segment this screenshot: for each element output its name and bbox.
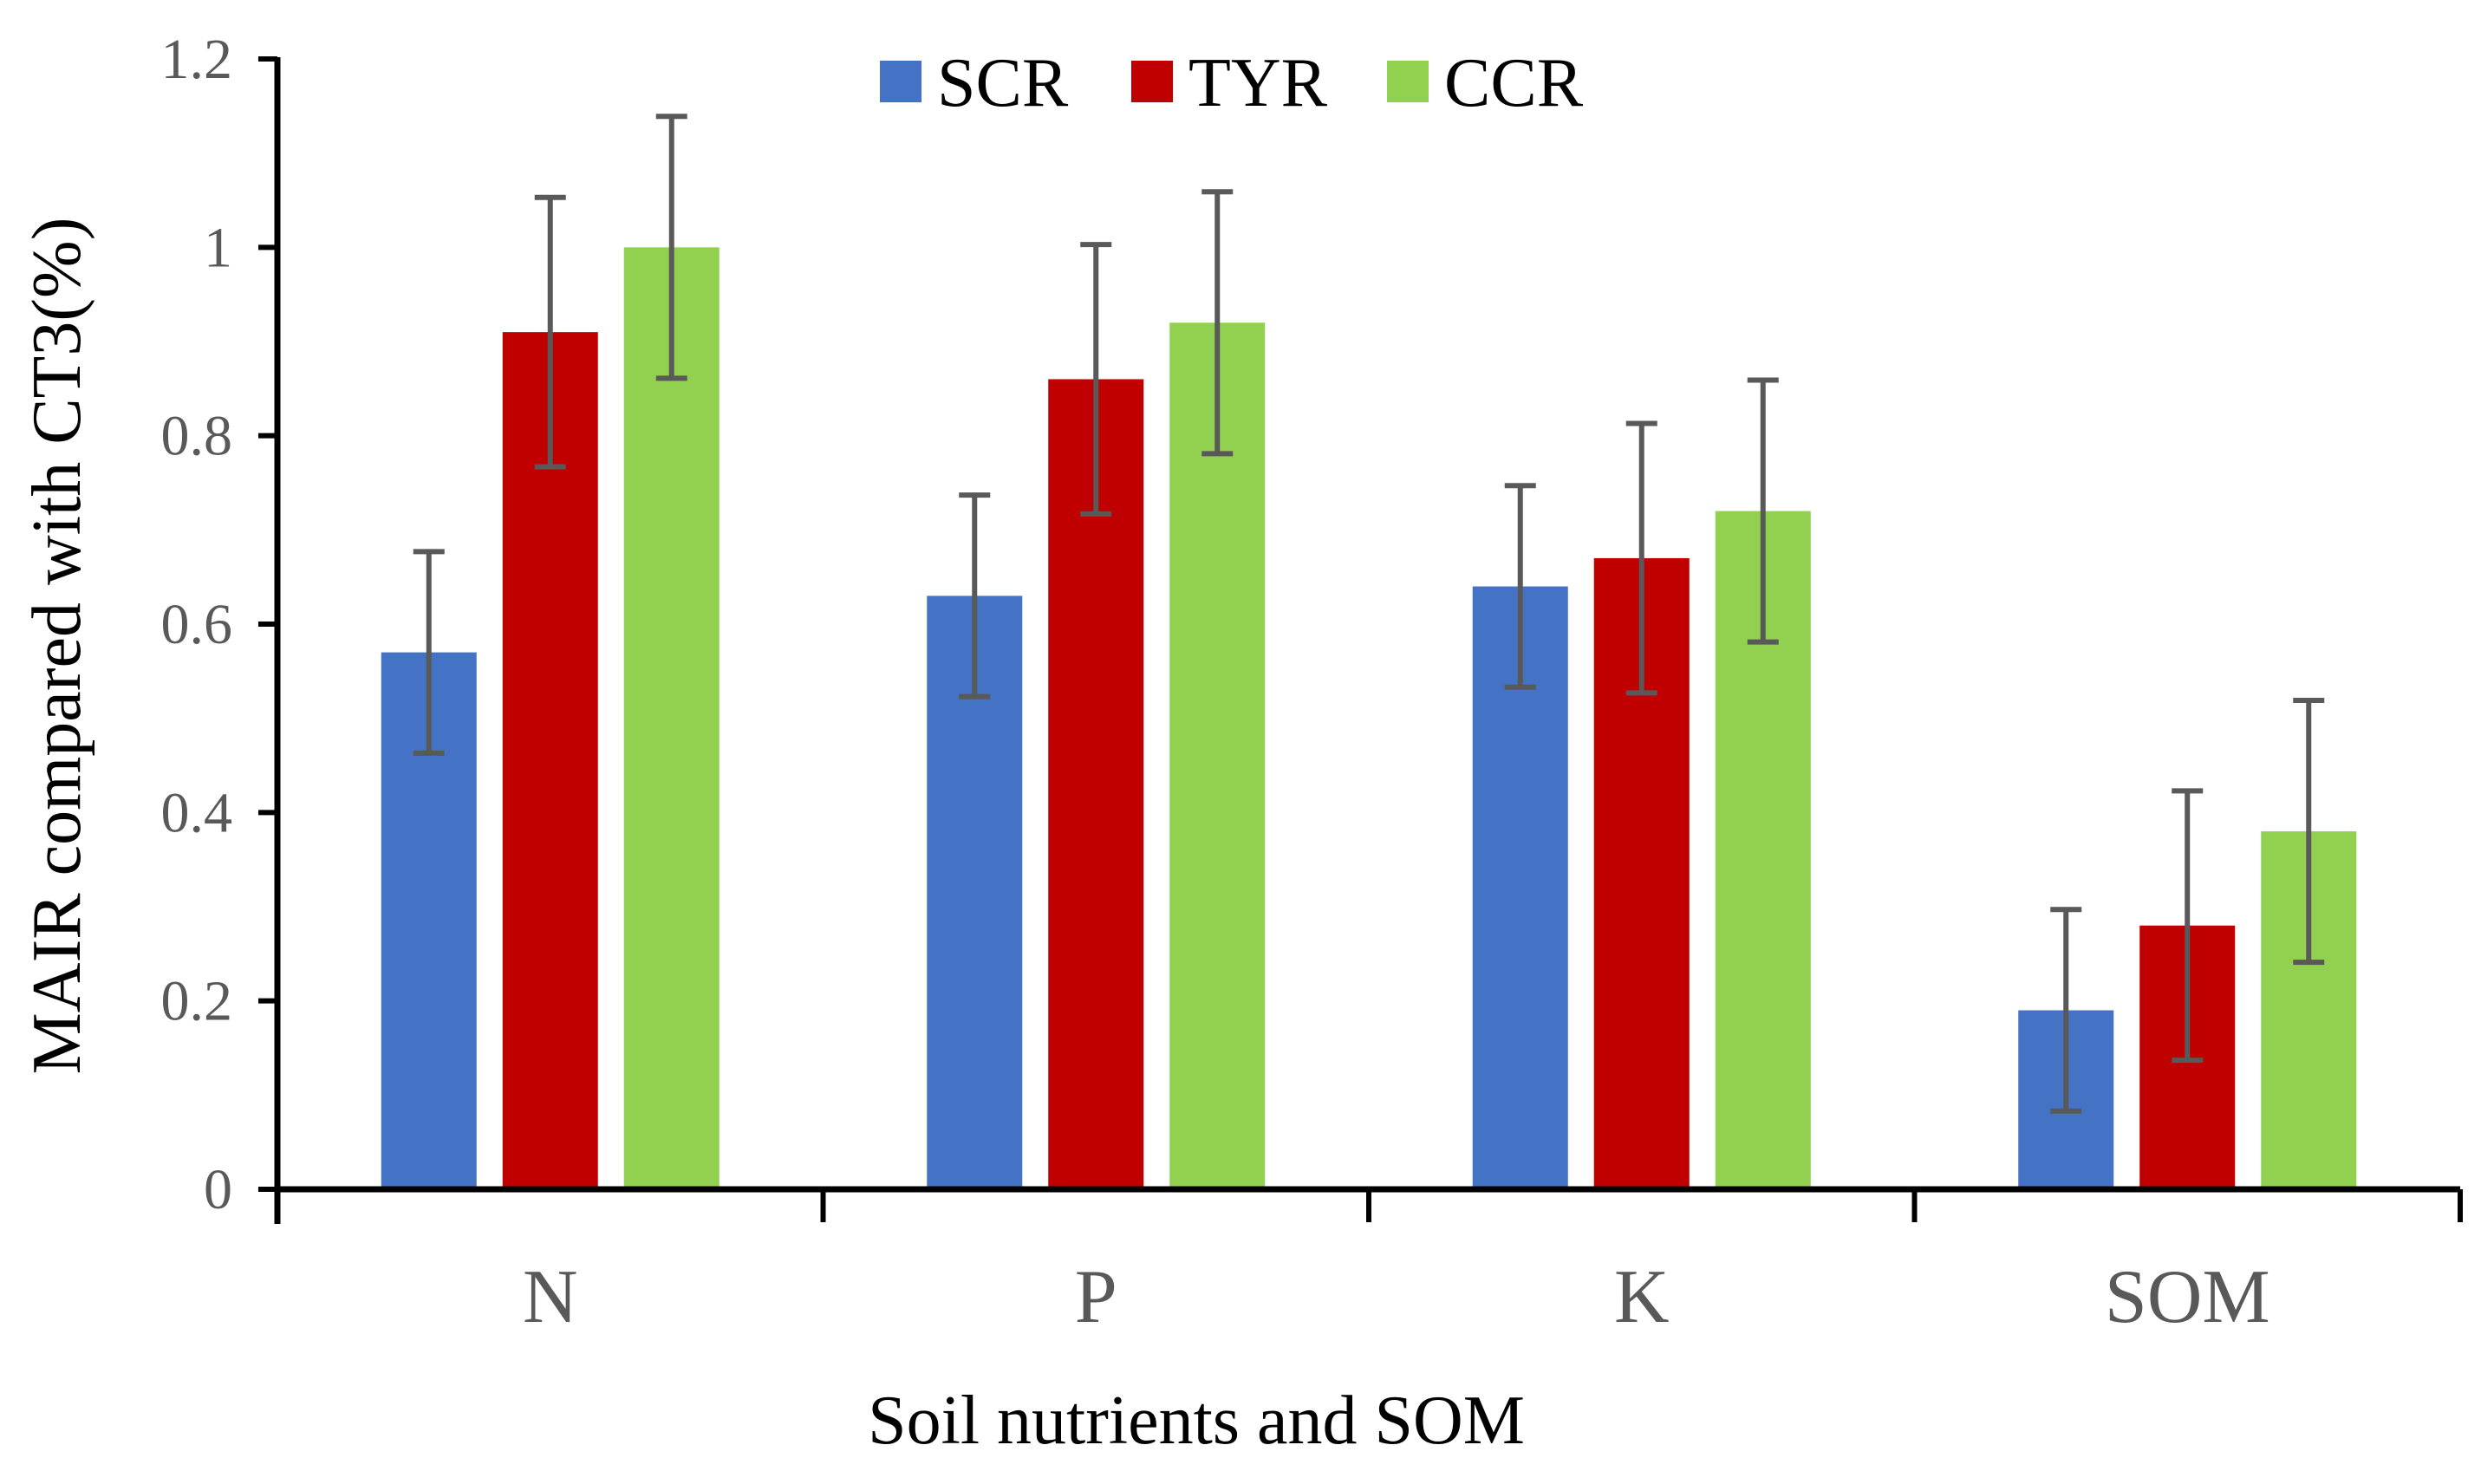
y-tick-label: 0 (204, 1158, 232, 1221)
axes-layer (274, 57, 2460, 1224)
bar-ccr-n (623, 247, 720, 1189)
legend-swatch-tyr (1131, 61, 1173, 102)
y-axis-title: MAIR compared with CT3(%) (19, 218, 95, 1075)
legend-label-ccr: CCR (1444, 45, 1584, 121)
x-category-label: N (523, 1255, 578, 1339)
y-tick-label: 0.8 (161, 405, 233, 468)
x-category-label: K (1614, 1255, 1670, 1339)
bars-layer (381, 247, 2357, 1190)
legend-label-scr: SCR (937, 45, 1069, 121)
legend-label-tyr: TYR (1188, 45, 1328, 121)
x-ticks-layer: N P K SOM (275, 1189, 2463, 1339)
x-axis-title: Soil nutrients and SOM (868, 1383, 1525, 1459)
y-tick-label: 1.2 (161, 28, 233, 91)
x-category-label: P (1075, 1255, 1117, 1339)
x-category-label: SOM (2105, 1255, 2270, 1339)
y-ticks-layer: 0 0.2 0.4 0.6 0.8 1 1.2 (161, 28, 277, 1221)
bar-ccr-p (1169, 322, 1266, 1189)
legend-swatch-scr (880, 61, 921, 102)
y-tick-label: 0.6 (161, 593, 233, 656)
y-tick-label: 0.2 (161, 970, 233, 1033)
legend: SCR TYR CCR (880, 45, 1584, 121)
legend-swatch-ccr (1387, 61, 1429, 102)
error-bars-layer (413, 114, 2325, 1114)
bar-tyr-n (502, 332, 598, 1190)
y-tick-label: 1 (204, 216, 232, 279)
y-tick-label: 0.4 (161, 781, 233, 844)
